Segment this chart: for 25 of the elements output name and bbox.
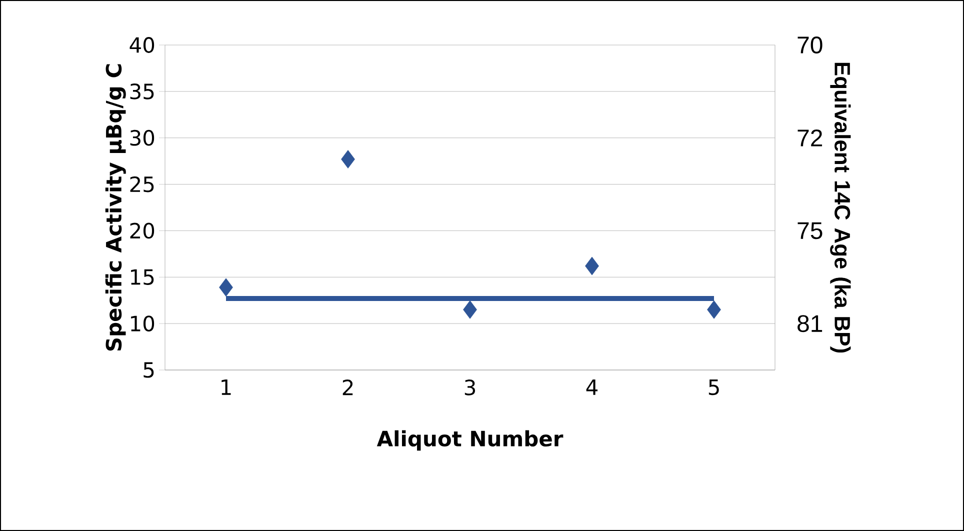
y-tick-label: 40 — [130, 37, 154, 53]
y-tick-label: 25 — [130, 176, 154, 192]
y2-axis-title: Equivalent 14C Age (ka BP) — [830, 62, 851, 352]
x-tick-label: 1 — [222, 380, 231, 395]
point — [585, 256, 599, 276]
y-tick-label: 20 — [130, 222, 154, 239]
x-tick-label: 2 — [342, 380, 353, 396]
point — [707, 300, 721, 319]
y-tick-label: 5 — [144, 362, 154, 378]
y-tick-label: 15 — [131, 269, 154, 285]
point — [341, 150, 355, 168]
y-tick-label: 10 — [131, 316, 154, 332]
category-label: 75 — [798, 222, 822, 240]
y-axis-title: Specific Activity µBq/g C — [105, 64, 126, 351]
point — [219, 278, 233, 297]
x-tick-label: 5 — [708, 380, 719, 396]
point — [463, 300, 477, 319]
x-tick-label: 4 — [586, 380, 598, 395]
category-label: 70 — [798, 36, 822, 54]
x-axis-title: Aliquot Number — [376, 430, 564, 451]
y-tick-label: 35 — [130, 83, 154, 100]
category-label: 72 — [798, 129, 822, 146]
category-label: 81 — [798, 315, 822, 332]
x-tick-label: 3 — [464, 380, 476, 396]
y-tick-label: 30 — [130, 130, 154, 146]
